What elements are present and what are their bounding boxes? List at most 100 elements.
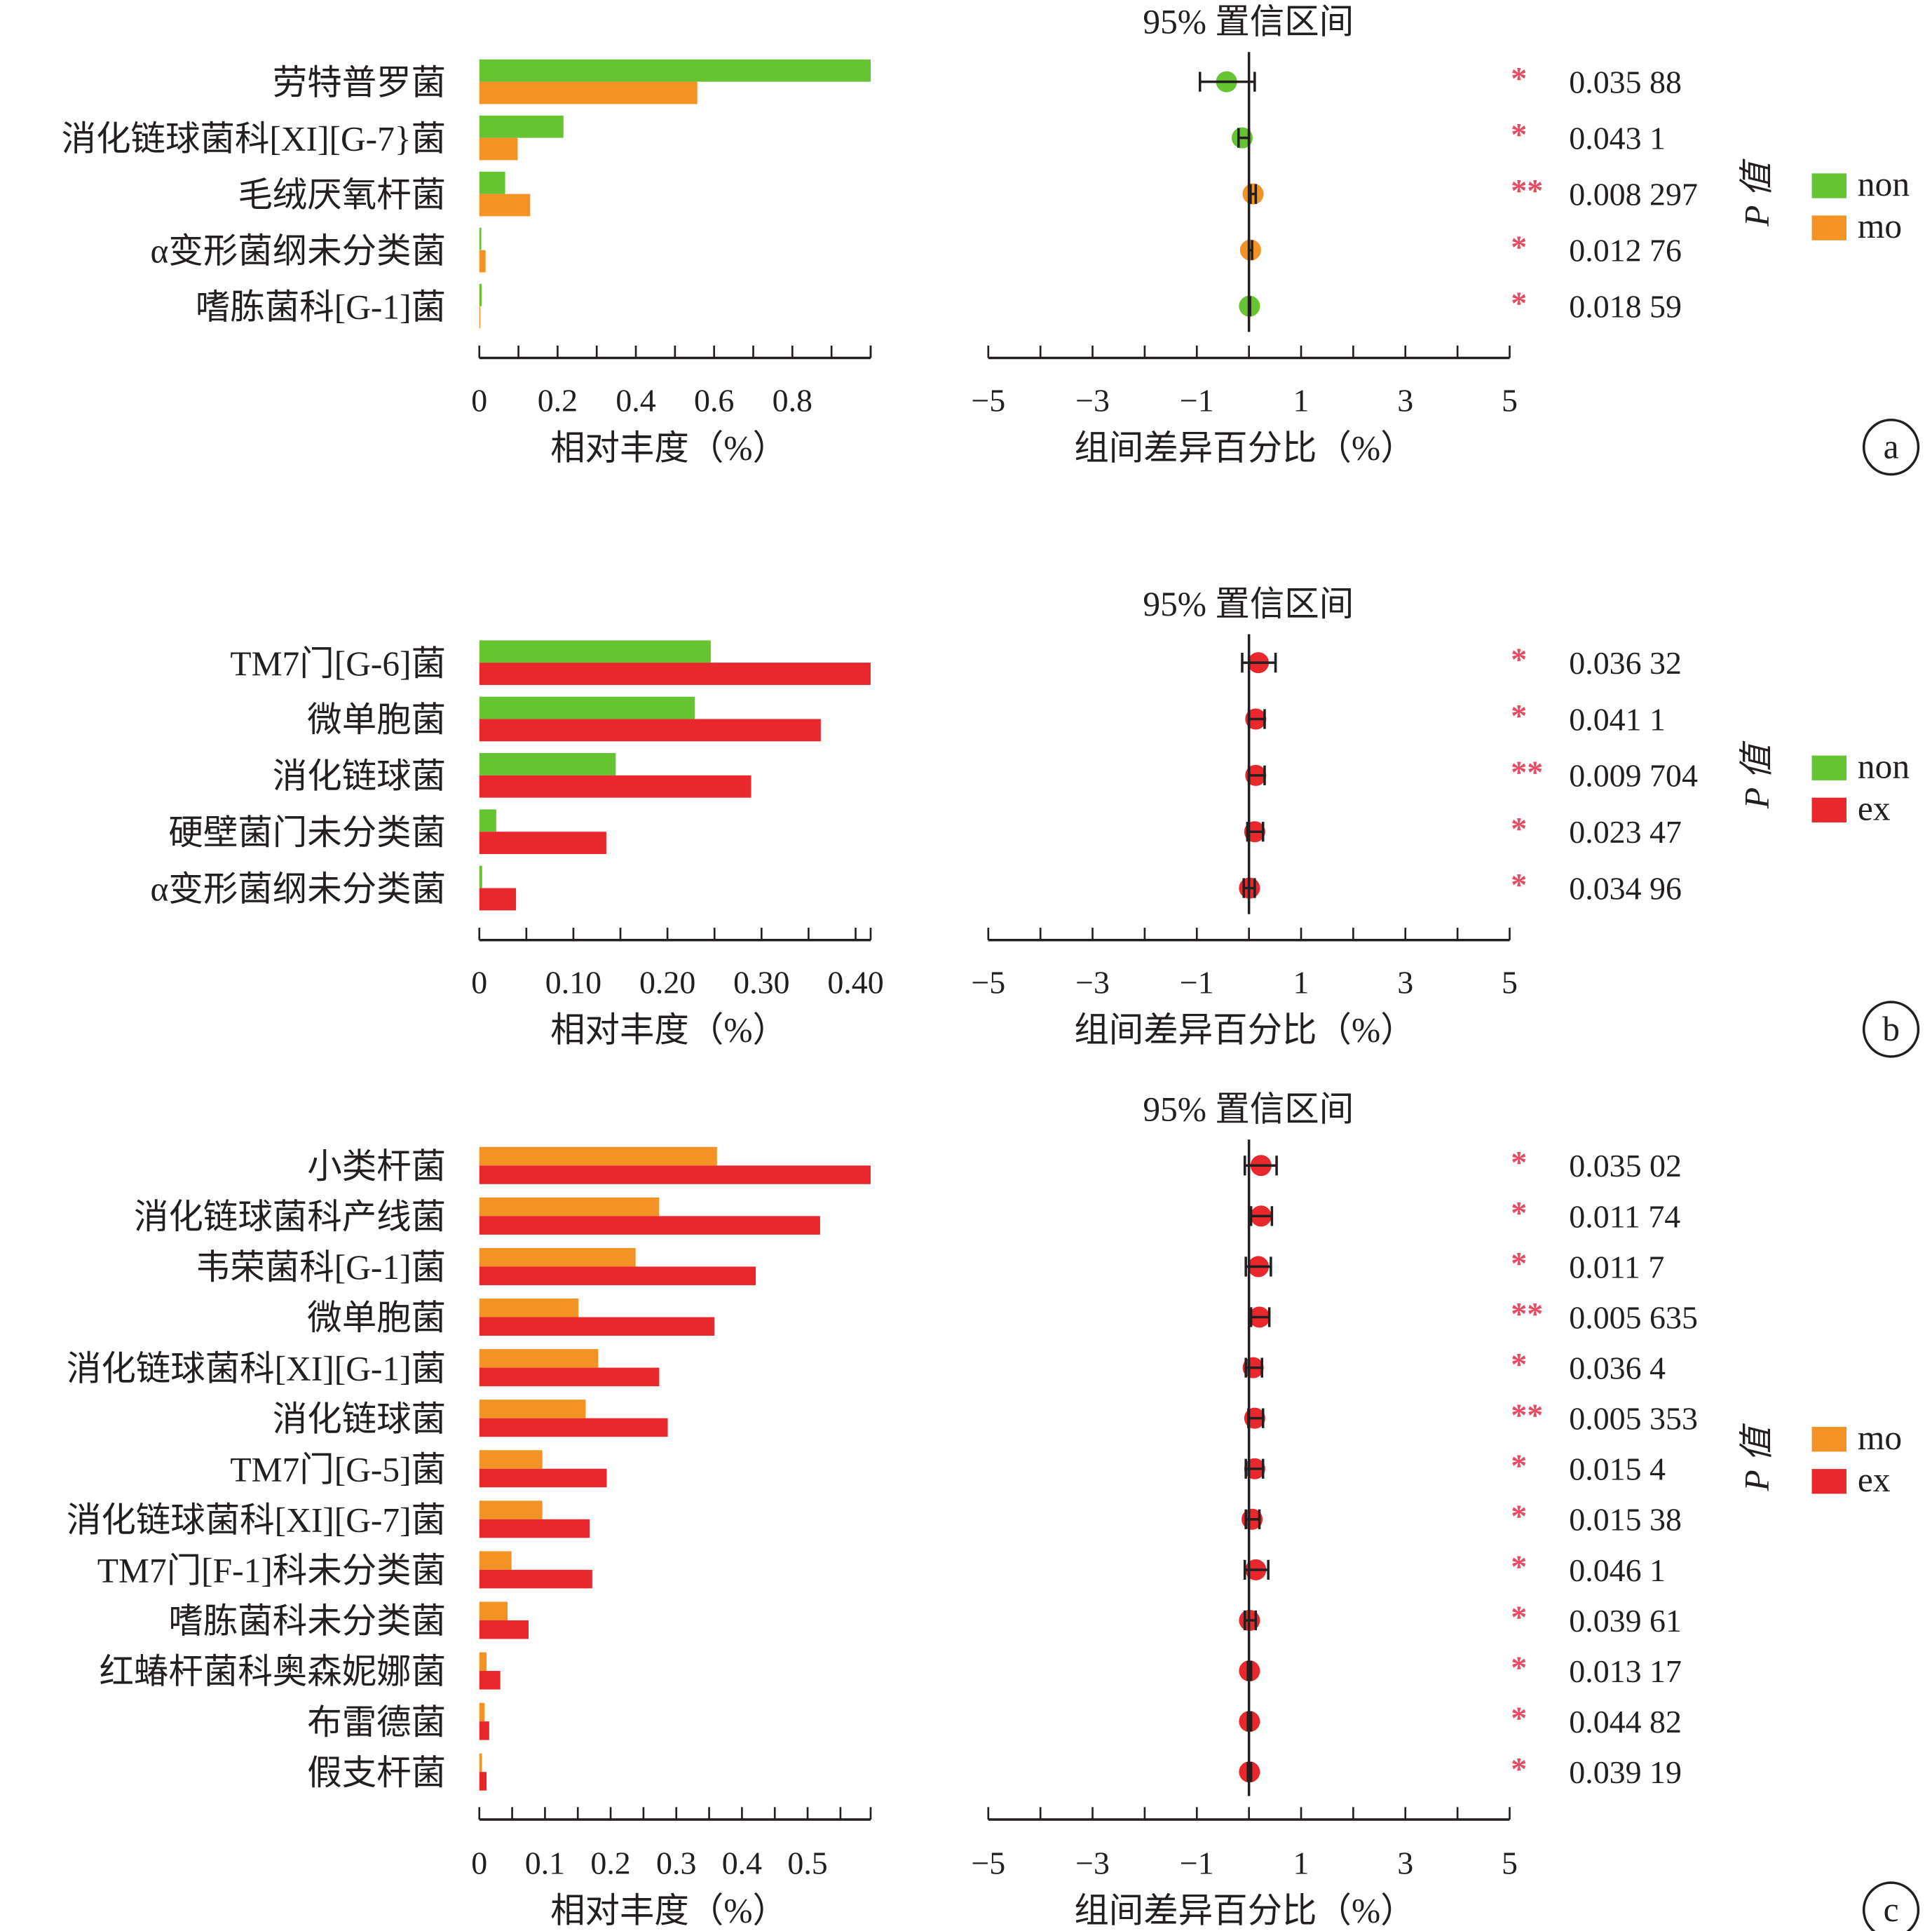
p-value-label: P 值 — [1738, 158, 1776, 227]
category-label: 毛绒厌氧杆菌 — [238, 175, 446, 214]
bar-non — [479, 865, 482, 888]
legend-swatch-ex — [1811, 1469, 1846, 1494]
bar-ex — [479, 1266, 756, 1285]
legend-label: non — [1858, 165, 1910, 203]
category-label: 硬壁菌门未分类菌 — [168, 813, 446, 852]
legend-label: ex — [1858, 1461, 1891, 1499]
significance-stars: * — [1511, 285, 1527, 320]
panel-label-circle — [1862, 1001, 1920, 1058]
bar-non — [479, 171, 505, 194]
x-tick-label: 0.40 — [827, 965, 883, 1001]
p-value-label: P 值 — [1738, 740, 1776, 809]
category-label: 假支杆菌 — [307, 1754, 446, 1792]
panel-label: a — [1884, 428, 1899, 466]
bar-mo — [479, 137, 518, 161]
ci-x-tick-label: 1 — [1293, 382, 1309, 418]
category-label: 嗜胨菌科[G-1]菌 — [196, 287, 446, 326]
p-value: 0.012 76 — [1569, 233, 1682, 269]
category-label: 韦荣菌科[G-1]菌 — [196, 1248, 446, 1287]
bar-mo — [479, 1652, 487, 1672]
p-value: 0.013 17 — [1569, 1653, 1682, 1689]
significance-stars: * — [1511, 811, 1527, 846]
significance-stars: ** — [1511, 1296, 1543, 1332]
ci-x-tick-label: 1 — [1293, 965, 1309, 1001]
ci-x-tick-label: −5 — [971, 965, 1005, 1001]
p-value: 0.035 02 — [1569, 1148, 1682, 1184]
category-label: 微单胞菌 — [307, 1299, 446, 1337]
bar-ex — [479, 1367, 660, 1387]
legend-swatch-mo — [1811, 215, 1846, 240]
significance-stars: * — [1511, 1144, 1527, 1180]
bar-ex — [479, 663, 871, 685]
bar-non — [479, 115, 564, 138]
bar-non — [479, 227, 482, 250]
bar-ex — [479, 1216, 820, 1235]
ci-x-axis-title: 组间差异百分比（%） — [1074, 428, 1415, 467]
category-label: TM7门[G-6]菌 — [230, 644, 446, 683]
p-value: 0.046 1 — [1569, 1552, 1666, 1588]
ci-x-tick-label: −1 — [1180, 965, 1214, 1001]
category-label: α变形菌纲未分类菌 — [151, 231, 447, 270]
category-label: 消化链球菌科[XI][G-7]菌 — [67, 1500, 446, 1539]
ci-x-tick-label: −5 — [971, 382, 1005, 418]
significance-stars: * — [1511, 229, 1527, 264]
x-tick-label: 0.5 — [787, 1845, 827, 1881]
bar-mo — [479, 194, 531, 217]
category-label: 劳特普罗菌 — [273, 63, 446, 102]
bar-non — [479, 640, 711, 663]
x-tick-label: 0.3 — [656, 1845, 696, 1881]
significance-stars: * — [1511, 1751, 1527, 1787]
category-label: TM7门[G-5]菌 — [230, 1450, 446, 1489]
bar-ex — [479, 1418, 668, 1437]
ci-x-tick-label: 3 — [1397, 965, 1413, 1001]
category-label: 消化链球菌科[XI][G-7}菌 — [62, 119, 446, 158]
significance-stars: * — [1511, 1195, 1527, 1231]
legend-label: mo — [1858, 207, 1902, 245]
panel-label: c — [1884, 1890, 1899, 1929]
legend-swatch-non — [1811, 755, 1846, 780]
significance-stars: * — [1511, 1650, 1527, 1686]
bar-ex — [479, 1620, 529, 1639]
bar-mo — [479, 1349, 599, 1368]
p-value: 0.008 297 — [1569, 177, 1698, 212]
panel-label-circle — [1862, 419, 1920, 476]
bar-ex — [479, 1772, 487, 1791]
x-tick-label: 0.2 — [590, 1845, 630, 1881]
bar-mo — [479, 1500, 543, 1519]
ci-title: 95% 置信区间 — [1143, 3, 1354, 41]
significance-stars: ** — [1511, 172, 1543, 208]
significance-stars: * — [1511, 1346, 1527, 1382]
p-value: 0.011 74 — [1569, 1198, 1680, 1234]
ci-x-axis-title: 组间差异百分比（%） — [1074, 1892, 1415, 1930]
significance-stars: * — [1511, 60, 1527, 96]
category-label: 消化链球菌科产线菌 — [134, 1198, 446, 1236]
x-tick-label: 0.2 — [538, 382, 578, 418]
bar-ex — [479, 1569, 592, 1589]
p-value: 0.044 82 — [1569, 1704, 1682, 1740]
bar-mo — [479, 1702, 485, 1722]
category-label: 嗜胨菌科未分类菌 — [168, 1602, 446, 1641]
x-tick-label: 0.10 — [545, 965, 601, 1001]
significance-stars: ** — [1511, 754, 1543, 790]
bar-mo — [479, 1146, 717, 1166]
category-label: 消化链球菌 — [273, 757, 446, 796]
ci-x-tick-label: −3 — [1075, 1845, 1110, 1881]
x-axis-title: 相对丰度（%） — [550, 1892, 787, 1930]
significance-stars: ** — [1511, 1397, 1543, 1432]
p-value: 0.034 96 — [1569, 870, 1682, 906]
x-tick-label: 0 — [471, 965, 487, 1001]
bar-ex — [479, 888, 517, 911]
bar-ex — [479, 719, 821, 742]
significance-stars: * — [1511, 1700, 1527, 1736]
bar-mo — [479, 250, 486, 273]
p-value: 0.015 4 — [1569, 1451, 1666, 1487]
ci-x-tick-label: 5 — [1502, 965, 1518, 1001]
p-value: 0.005 635 — [1569, 1299, 1698, 1335]
p-value: 0.043 1 — [1569, 121, 1666, 156]
bar-mo — [479, 1197, 660, 1217]
x-tick-label: 0.30 — [733, 965, 789, 1001]
significance-stars: * — [1511, 1548, 1527, 1584]
ci-title: 95% 置信区间 — [1143, 1090, 1354, 1129]
ci-x-tick-label: 1 — [1293, 1845, 1309, 1881]
ci-x-tick-label: −1 — [1180, 1845, 1214, 1881]
